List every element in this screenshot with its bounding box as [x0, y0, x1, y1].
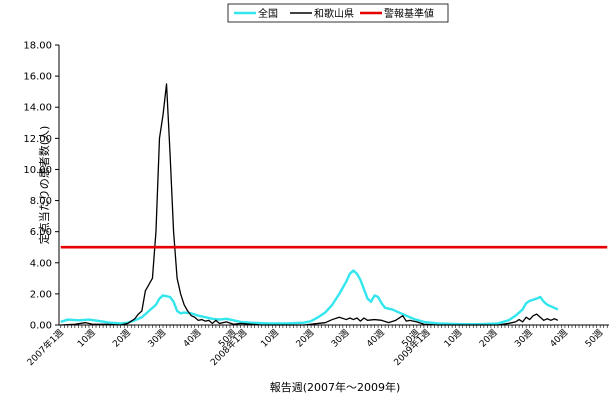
x-tick-label: 10週	[75, 327, 97, 349]
x-tick-label: 10週	[442, 327, 464, 349]
x-tick-label: 30週	[513, 327, 535, 349]
y-tick-label: 10.00	[23, 165, 52, 176]
x-tick-label: 20週	[111, 327, 133, 349]
x-tick-label: 2007年1週	[24, 327, 65, 368]
x-tick-label: 30週	[329, 327, 351, 349]
y-axis-label: 定点当たりの患者数(人)	[37, 126, 51, 245]
legend-box	[227, 3, 449, 23]
y-tick-label: 0.00	[30, 321, 52, 332]
series-line-2	[60, 83, 559, 326]
x-tick-label: 10週	[259, 327, 281, 349]
legend-label: 警報基準値	[384, 7, 434, 20]
x-tick-label: 40週	[364, 327, 386, 349]
legend-label: 和歌山県	[314, 7, 354, 20]
x-tick-label: 50週	[583, 327, 605, 349]
y-tick-label: 16.00	[23, 72, 52, 83]
y-tick-label: 2.00	[30, 289, 52, 300]
y-tick-label: 14.00	[23, 103, 52, 114]
y-tick-label: 8.00	[30, 196, 52, 207]
series-line-1	[60, 269, 559, 326]
plot-area	[60, 83, 608, 326]
x-tick-label: 20週	[294, 327, 316, 349]
legend: 全国 和歌山県 警報基準値	[227, 3, 449, 23]
y-tick-label: 12.00	[23, 134, 52, 145]
y-tick-label: 6.00	[30, 227, 52, 238]
x-tick-label: 40週	[181, 327, 203, 349]
x-tick-label: 30週	[146, 327, 168, 349]
x-axis-label: 報告週(2007年～2009年)	[270, 380, 401, 394]
legend-label: 全国	[258, 7, 278, 20]
y-tick-label: 4.00	[30, 258, 52, 269]
y-tick-label: 18.00	[23, 41, 52, 52]
x-tick-label: 40週	[548, 327, 570, 349]
x-tick-label: 20週	[477, 327, 499, 349]
